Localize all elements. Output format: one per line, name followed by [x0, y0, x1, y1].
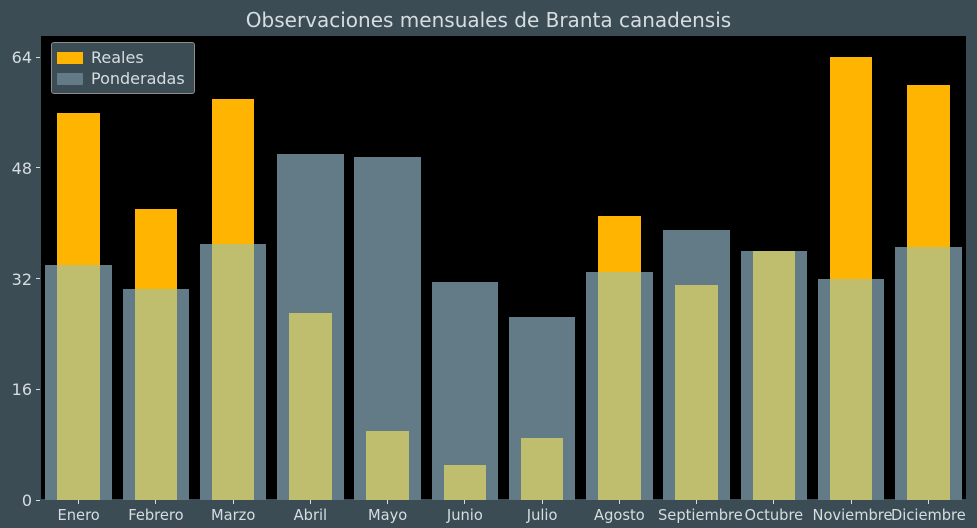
x-tick-mark — [387, 500, 388, 504]
x-tick-label: Julio — [504, 507, 581, 524]
y-tick-label: 64 — [0, 48, 32, 67]
x-tick-mark — [696, 500, 697, 504]
y-tick-mark — [36, 389, 40, 390]
figure: Observaciones mensuales de Branta canade… — [0, 0, 977, 528]
y-tick-label: 16 — [0, 380, 32, 399]
y-tick-mark — [36, 57, 40, 58]
x-tick-mark — [155, 500, 156, 504]
x-tick-label: Octubre — [735, 507, 812, 524]
bar-overlap — [57, 265, 99, 500]
bar-overlap — [753, 251, 795, 500]
bar-overlap — [366, 431, 408, 500]
bar-overlap — [521, 438, 563, 500]
bar-overlap — [598, 272, 640, 500]
x-tick-label: Mayo — [349, 507, 426, 524]
y-tick-mark — [36, 500, 40, 501]
legend: Reales Ponderadas — [51, 42, 195, 94]
x-tick-label: Enero — [40, 507, 117, 524]
x-tick-mark — [464, 500, 465, 504]
x-tick-mark — [851, 500, 852, 504]
bar-overlap — [289, 313, 331, 500]
bar-overlap — [444, 465, 486, 500]
legend-label: Ponderadas — [91, 69, 185, 88]
bar-overlap — [675, 285, 717, 500]
chart-title: Observaciones mensuales de Branta canade… — [0, 8, 977, 32]
y-tick-label: 0 — [0, 491, 32, 510]
legend-item: Ponderadas — [57, 69, 185, 88]
x-tick-label: Noviembre — [813, 507, 890, 524]
x-tick-label: Marzo — [195, 507, 272, 524]
legend-swatch — [57, 52, 83, 64]
x-tick-label: Junio — [426, 507, 503, 524]
bar-overlap — [830, 279, 872, 500]
x-tick-label: Agosto — [581, 507, 658, 524]
x-tick-mark — [928, 500, 929, 504]
y-tick-label: 32 — [0, 270, 32, 289]
y-tick-label: 48 — [0, 159, 32, 178]
x-tick-mark — [619, 500, 620, 504]
x-tick-mark — [78, 500, 79, 504]
x-tick-label: Septiembre — [658, 507, 735, 524]
bar-overlap — [907, 247, 949, 500]
x-tick-label: Febrero — [117, 507, 194, 524]
y-tick-mark — [36, 278, 40, 279]
bar-overlap — [212, 244, 254, 500]
x-tick-mark — [542, 500, 543, 504]
x-tick-mark — [310, 500, 311, 504]
y-tick-mark — [36, 167, 40, 168]
x-tick-label: Diciembre — [890, 507, 967, 524]
x-tick-mark — [773, 500, 774, 504]
x-tick-label: Abril — [272, 507, 349, 524]
legend-label: Reales — [91, 48, 144, 67]
x-tick-mark — [233, 500, 234, 504]
bar-overlap — [135, 289, 177, 500]
legend-item: Reales — [57, 48, 185, 67]
legend-swatch — [57, 73, 83, 85]
